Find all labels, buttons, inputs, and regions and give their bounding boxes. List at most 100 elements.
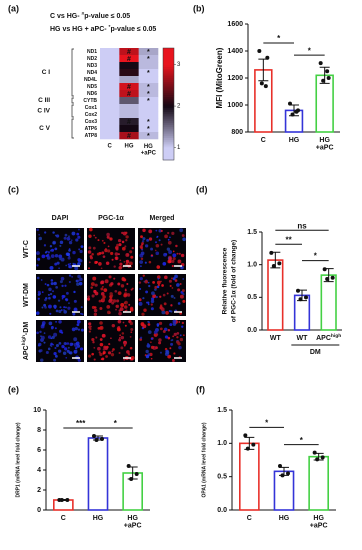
cell-dot xyxy=(102,286,104,288)
colorbar-step xyxy=(163,109,174,112)
cell-dot xyxy=(94,291,99,296)
colorbar-step xyxy=(163,100,174,103)
heatmap-cell xyxy=(119,48,139,56)
cell-dot xyxy=(150,303,153,306)
cell-dot xyxy=(182,293,185,296)
cell-dot xyxy=(54,327,57,330)
cell-dot xyxy=(43,332,46,334)
y-tick-label: 6 xyxy=(37,447,41,454)
image-column-header: DAPI xyxy=(52,215,69,222)
cell-dot xyxy=(76,232,80,236)
cell-dot xyxy=(52,290,55,293)
cell-dot xyxy=(166,247,171,251)
cell-dot xyxy=(101,239,104,242)
cell-dot xyxy=(60,276,65,281)
heatmap-cell xyxy=(138,97,159,105)
cell-dot xyxy=(110,282,114,286)
heatmap-cell xyxy=(100,55,120,63)
x-tick-label: HG +aPC xyxy=(310,515,328,530)
colorbar-step xyxy=(163,102,174,105)
cell-dot xyxy=(75,341,80,346)
data-point xyxy=(294,109,299,114)
colorbar-step xyxy=(163,76,174,79)
colorbar-step xyxy=(163,74,174,77)
cell-dot xyxy=(156,235,159,238)
cell-dot xyxy=(103,288,108,293)
y-tick-label: 0 xyxy=(37,507,41,514)
cell-dot xyxy=(138,298,142,302)
micrograph xyxy=(138,228,186,270)
cell-dot xyxy=(107,351,112,355)
cell-dot xyxy=(45,254,48,257)
cell-dot xyxy=(77,235,81,239)
cell-dot xyxy=(98,351,101,354)
cell-dot xyxy=(71,231,76,236)
heatmap-cell xyxy=(119,132,139,140)
column-label: HG xyxy=(125,144,134,150)
cell-dot xyxy=(125,309,128,312)
cell-dot xyxy=(55,285,58,289)
cell-dot xyxy=(116,299,120,303)
cell-dot xyxy=(36,228,39,232)
cell-dot xyxy=(170,277,174,280)
cell-dot xyxy=(66,342,70,345)
cell-dot xyxy=(73,290,76,294)
cell-dot xyxy=(173,352,176,355)
cell-dot xyxy=(49,265,54,270)
cell-dot xyxy=(44,283,47,285)
cell-dot xyxy=(167,238,170,241)
cell-dot xyxy=(123,305,128,309)
cell-dot xyxy=(117,238,122,243)
y-tick-label: 1000 xyxy=(227,102,243,109)
cell-dot xyxy=(52,295,57,299)
cell-dot xyxy=(150,345,155,349)
row-label: ATP6 xyxy=(85,126,98,132)
cell-annotation: # xyxy=(127,119,131,126)
colorbar-step xyxy=(163,77,174,81)
row-label: Cox1 xyxy=(85,105,97,111)
cell-dot xyxy=(151,297,155,301)
cell-dot xyxy=(181,253,185,258)
cell-annotation: # xyxy=(127,84,131,91)
cell-annotation: * xyxy=(147,126,150,133)
cell-dot xyxy=(126,293,131,297)
legend-line: C vs HG- #p-value ≤ 0.05 xyxy=(50,11,130,20)
cell-dot xyxy=(56,234,60,238)
cell-dot xyxy=(80,328,84,332)
cell-dot xyxy=(73,337,78,342)
cell-dot xyxy=(50,327,54,330)
colorbar-step xyxy=(163,53,174,56)
cell-dot xyxy=(152,281,156,284)
cell-dot xyxy=(110,352,115,357)
cell-dot xyxy=(111,323,116,328)
cell-dot xyxy=(104,346,108,351)
text-line: +aPC xyxy=(316,145,334,152)
cell-dot xyxy=(35,251,40,256)
cell-dot xyxy=(55,320,57,323)
bar xyxy=(239,442,260,511)
cell-dot xyxy=(79,249,83,254)
data-point xyxy=(296,288,300,293)
y-tick-label: 1400 xyxy=(227,48,243,55)
cell-dot xyxy=(72,312,76,316)
cell-dot xyxy=(37,290,41,294)
cell-dot xyxy=(81,313,84,316)
cell-dot xyxy=(58,320,62,324)
cell-dot xyxy=(47,335,52,339)
heatmap-cell xyxy=(119,76,139,84)
cell-dot xyxy=(171,231,175,235)
cell-dot xyxy=(158,321,163,325)
cell-dot xyxy=(64,233,68,237)
cell-dot xyxy=(147,342,149,345)
colorbar-step xyxy=(163,122,174,125)
cell-dot xyxy=(145,349,149,354)
significance-label: ** xyxy=(286,235,293,244)
colorbar-step xyxy=(163,55,174,58)
colorbar-step xyxy=(163,70,174,73)
cell-dot xyxy=(114,252,119,256)
cell-dot xyxy=(178,321,181,323)
cell-dot xyxy=(159,304,163,307)
cell-dot xyxy=(79,259,83,263)
cell-dot xyxy=(100,287,104,291)
cell-dot xyxy=(172,257,176,261)
